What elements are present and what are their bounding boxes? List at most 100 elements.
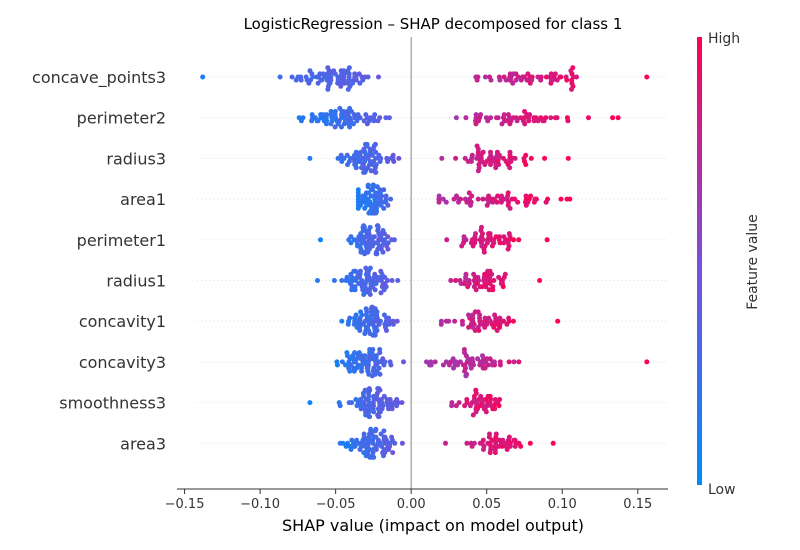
shap-point bbox=[345, 86, 351, 92]
shap-point bbox=[487, 393, 493, 399]
shap-point bbox=[355, 112, 361, 118]
shap-point bbox=[363, 190, 369, 196]
shap-point bbox=[537, 278, 543, 283]
shap-point bbox=[487, 231, 493, 237]
shap-point bbox=[500, 155, 506, 161]
shap-point bbox=[363, 265, 369, 271]
shap-point bbox=[510, 318, 516, 324]
shap-point bbox=[506, 231, 512, 237]
shap-point bbox=[360, 193, 366, 199]
shap-point bbox=[368, 168, 374, 174]
shap-point bbox=[469, 356, 475, 362]
shap-point bbox=[489, 321, 495, 327]
shap-point bbox=[565, 155, 571, 161]
shap-point bbox=[354, 118, 360, 124]
shap-point bbox=[388, 196, 394, 202]
shap-point bbox=[341, 109, 347, 114]
shap-point bbox=[399, 440, 405, 446]
shap-point bbox=[486, 193, 492, 199]
shap-point bbox=[480, 353, 485, 359]
shap-point bbox=[369, 304, 375, 310]
shap-point bbox=[367, 265, 373, 271]
shap-point bbox=[490, 199, 496, 205]
shap-point bbox=[475, 309, 481, 315]
shap-point bbox=[345, 162, 350, 168]
shap-point bbox=[314, 74, 320, 80]
shap-point bbox=[395, 278, 401, 283]
shap-point bbox=[501, 318, 507, 324]
shap-point bbox=[485, 440, 491, 446]
shap-point bbox=[493, 431, 499, 437]
shap-point bbox=[361, 146, 367, 152]
shap-point bbox=[343, 278, 349, 283]
shap-point bbox=[343, 362, 348, 368]
shap-point bbox=[386, 115, 392, 121]
shap-point bbox=[527, 112, 533, 118]
shap-point bbox=[466, 281, 472, 287]
shap-point bbox=[459, 243, 465, 249]
shap-point bbox=[401, 359, 406, 365]
colorbar-title: Feature value bbox=[745, 214, 761, 310]
shap-point bbox=[353, 165, 359, 171]
shap-point bbox=[360, 287, 366, 293]
shap-point bbox=[376, 74, 381, 80]
shap-point bbox=[338, 83, 344, 89]
shap-point bbox=[365, 74, 371, 80]
shap-point bbox=[452, 318, 458, 324]
shap-point bbox=[365, 182, 371, 188]
shap-point bbox=[374, 309, 380, 315]
shap-point bbox=[474, 143, 480, 149]
shap-point bbox=[332, 124, 338, 130]
shap-point bbox=[362, 331, 368, 337]
shap-point bbox=[503, 118, 509, 124]
shap-point bbox=[570, 65, 576, 71]
shap-point bbox=[516, 237, 522, 243]
shap-point bbox=[528, 155, 534, 161]
shap-point bbox=[349, 437, 355, 443]
shap-point bbox=[440, 196, 446, 202]
x-axis-title: SHAP value (impact on model output) bbox=[282, 516, 584, 535]
shap-point bbox=[382, 434, 388, 440]
shap-point bbox=[385, 202, 391, 208]
shap-point bbox=[374, 184, 380, 190]
shap-point bbox=[388, 362, 394, 368]
shap-point bbox=[468, 365, 474, 371]
shap-point bbox=[347, 315, 353, 321]
shap-point bbox=[473, 121, 479, 127]
shap-point bbox=[399, 400, 405, 406]
feature-label: concavity1 bbox=[79, 312, 166, 331]
shap-point bbox=[365, 165, 371, 171]
shap-point bbox=[335, 80, 341, 86]
shap-point bbox=[492, 397, 498, 402]
shap-point bbox=[373, 251, 379, 257]
shap-point bbox=[511, 359, 517, 365]
shap-point bbox=[523, 193, 529, 199]
shap-point bbox=[473, 231, 478, 237]
shap-point bbox=[381, 453, 386, 459]
shap-point bbox=[386, 406, 391, 412]
shap-point bbox=[505, 112, 511, 118]
shap-point bbox=[375, 118, 381, 124]
shap-point bbox=[344, 152, 350, 158]
shap-point bbox=[377, 409, 383, 415]
shap-point bbox=[337, 105, 343, 111]
shap-point bbox=[466, 324, 472, 330]
shap-point bbox=[390, 450, 396, 456]
shap-point bbox=[356, 71, 362, 77]
shap-point bbox=[494, 328, 500, 333]
shap-point bbox=[354, 324, 360, 330]
shap-point bbox=[531, 118, 537, 124]
shap-point bbox=[358, 397, 363, 402]
feature-label: area3 bbox=[120, 434, 166, 453]
shap-point bbox=[358, 309, 364, 315]
shap-point bbox=[463, 115, 469, 121]
shap-point bbox=[373, 281, 379, 287]
shap-point bbox=[362, 169, 368, 175]
shap-point bbox=[464, 199, 470, 205]
shap-point bbox=[644, 359, 650, 365]
shap-point bbox=[550, 77, 556, 83]
shap-point bbox=[480, 365, 486, 371]
shap-point bbox=[331, 278, 337, 283]
shap-point bbox=[387, 397, 393, 402]
shap-point bbox=[388, 155, 394, 161]
